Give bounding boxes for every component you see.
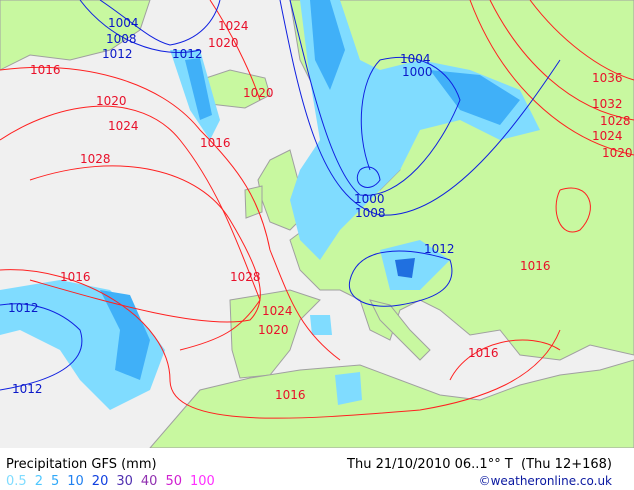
precip-area: [395, 258, 415, 278]
isobar-labels: 1024 1020 1016 1020 1024 1028 1016 1020 …: [8, 16, 633, 402]
isobar-label: 1012: [12, 382, 43, 396]
isobar: [449, 339, 561, 381]
isobar-label: 1012: [102, 47, 133, 61]
scale-value: 40: [140, 474, 158, 489]
isobar-label: 1004: [108, 16, 139, 30]
north-africa: [149, 359, 634, 448]
precip-area: [100, 290, 150, 380]
isobar-label: 1024: [262, 304, 293, 318]
low-isobars: [0, 0, 561, 391]
isobar-label: 1004: [400, 52, 431, 66]
isobar: [99, 0, 221, 46]
isobar: [469, 0, 634, 156]
isobar: [529, 0, 634, 81]
italy: [369, 299, 431, 361]
precip-area: [335, 372, 362, 405]
isobar-label: 1036: [592, 71, 623, 85]
isobar: [348, 250, 453, 307]
scale-value: 100: [189, 474, 215, 489]
isobar-label: 1024: [108, 119, 139, 133]
scale-value: 10: [67, 474, 84, 489]
isobar: [279, 0, 561, 216]
isobar: [357, 166, 381, 188]
isobar-label: 1008: [106, 32, 137, 46]
isobar-label: 1012: [424, 242, 455, 256]
isobar-label: 1016: [200, 136, 231, 150]
greenland: [0, 0, 151, 71]
isobar: [289, 0, 461, 196]
scale-value: 2: [34, 474, 43, 489]
legend-scale: 0.5 2 5 10 20 30 40 50 100: [6, 474, 215, 489]
isobar: [0, 303, 83, 391]
precip-area: [310, 315, 332, 335]
isobar-label: 1016: [275, 388, 306, 402]
isobar-label: 1016: [468, 346, 499, 360]
isobar-label: 1028: [600, 114, 631, 128]
isobar: [0, 269, 561, 419]
isobar-label: 1020: [602, 146, 633, 160]
scale-value: 30: [116, 474, 133, 489]
isobar-label: 1032: [592, 97, 623, 111]
isobar-label: 1020: [258, 323, 289, 337]
isobar-label: 1000: [402, 65, 433, 79]
precip-area: [290, 0, 540, 260]
precip-area: [185, 58, 212, 120]
isobar-label: 1016: [30, 63, 61, 77]
isobar-label: 1008: [355, 206, 386, 220]
legend: Precipitation GFS (mm) 0.5 2 5 10 20 30 …: [0, 448, 634, 490]
isobar-label: 1020: [96, 94, 127, 108]
isobar-label: 1020: [208, 36, 239, 50]
isobar-label: 1020: [243, 86, 274, 100]
isobar: [79, 0, 201, 54]
isobar-label: 1012: [172, 47, 203, 61]
valid-time: Thu 21/10/2010 06..1°° T (Thu 12+168): [347, 457, 612, 472]
weather-map: 1024 1020 1016 1020 1024 1028 1016 1020 …: [0, 0, 634, 448]
scale-value: 50: [165, 474, 182, 489]
precipitation-areas: [0, 0, 540, 410]
scale-value: 5: [50, 474, 60, 489]
isobar-label: 1016: [60, 270, 91, 284]
isobar: [555, 187, 591, 233]
isobar: [0, 105, 261, 351]
precip-area: [380, 240, 450, 290]
scale-value: 20: [91, 474, 109, 489]
isobar-label: 1028: [230, 270, 261, 284]
isobar-label: 1024: [218, 19, 249, 33]
isobar-label: 1028: [80, 152, 111, 166]
scale-value: 0.5: [6, 474, 27, 489]
legend-title: Precipitation GFS (mm): [6, 457, 157, 472]
isobar-label: 1012: [8, 301, 39, 315]
high-isobars: [0, 0, 634, 419]
isobar: [0, 67, 341, 361]
credit-link[interactable]: ©weatheronline.co.uk: [478, 474, 612, 488]
isobar-label: 1024: [592, 129, 623, 143]
isobar: [29, 165, 261, 323]
isobar: [489, 0, 634, 121]
isobar-label: 1016: [520, 259, 551, 273]
isobar-label: 1000: [354, 192, 385, 206]
precip-area: [310, 0, 345, 90]
